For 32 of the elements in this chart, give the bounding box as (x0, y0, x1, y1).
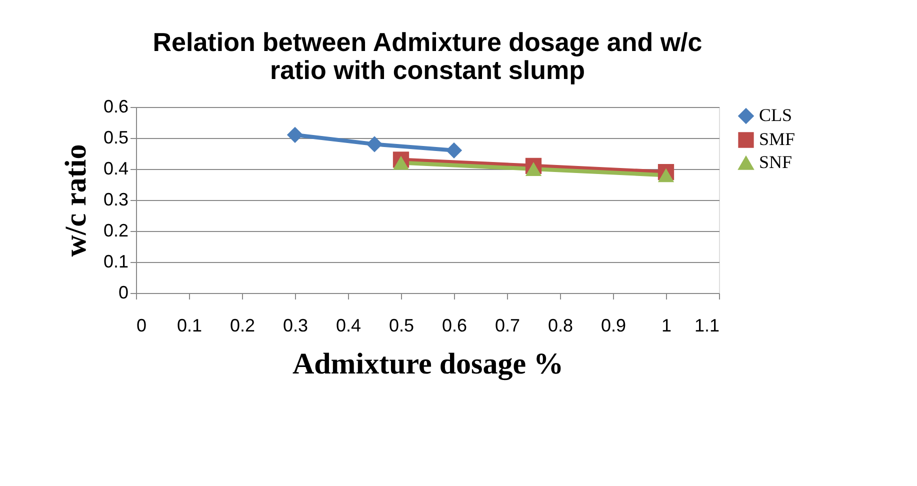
x-tick-label: 1.1 (694, 316, 720, 336)
y-tick-label: 0 (118, 282, 128, 302)
y-tick-label: 0.5 (103, 128, 128, 148)
text: ratio with constant slump (270, 55, 585, 85)
point (446, 142, 462, 158)
x-tick-label: 0.3 (282, 316, 308, 336)
x-tick-label: 0.9 (600, 316, 626, 336)
x-tick-label: 0.8 (548, 316, 574, 336)
x-tick-label: 0.2 (230, 316, 256, 336)
x-axis-title: Admixture dosage % (292, 348, 564, 380)
text: Relation between Admixture dosage and w/c (152, 27, 702, 57)
x-tick-label: 0.5 (388, 316, 414, 336)
legend-label: CLS (759, 105, 792, 125)
y-axis-title: w/c ratio (59, 144, 92, 257)
x-tick-label: 1 (661, 316, 672, 336)
x-tick-label: 0.6 (442, 316, 468, 336)
x-tick-label: 0.7 (494, 316, 520, 336)
point (286, 126, 304, 143)
point (525, 162, 542, 176)
x-tick-label: 0.4 (336, 316, 362, 336)
legend-label: SNF (759, 152, 792, 172)
x-tick-label: 0.1 (176, 316, 202, 336)
point (366, 136, 383, 152)
legend-label: SMF (759, 129, 796, 149)
x-tick-label: 0 (136, 316, 147, 336)
y-tick-label: 0.2 (103, 220, 128, 240)
point (392, 156, 410, 170)
y-tick-label: 0.6 (103, 96, 128, 116)
y-tick-label: 0.4 (103, 158, 128, 178)
point (658, 168, 674, 182)
y-tick-label: 0.3 (103, 190, 128, 210)
y-tick-label: 0.1 (103, 252, 128, 272)
